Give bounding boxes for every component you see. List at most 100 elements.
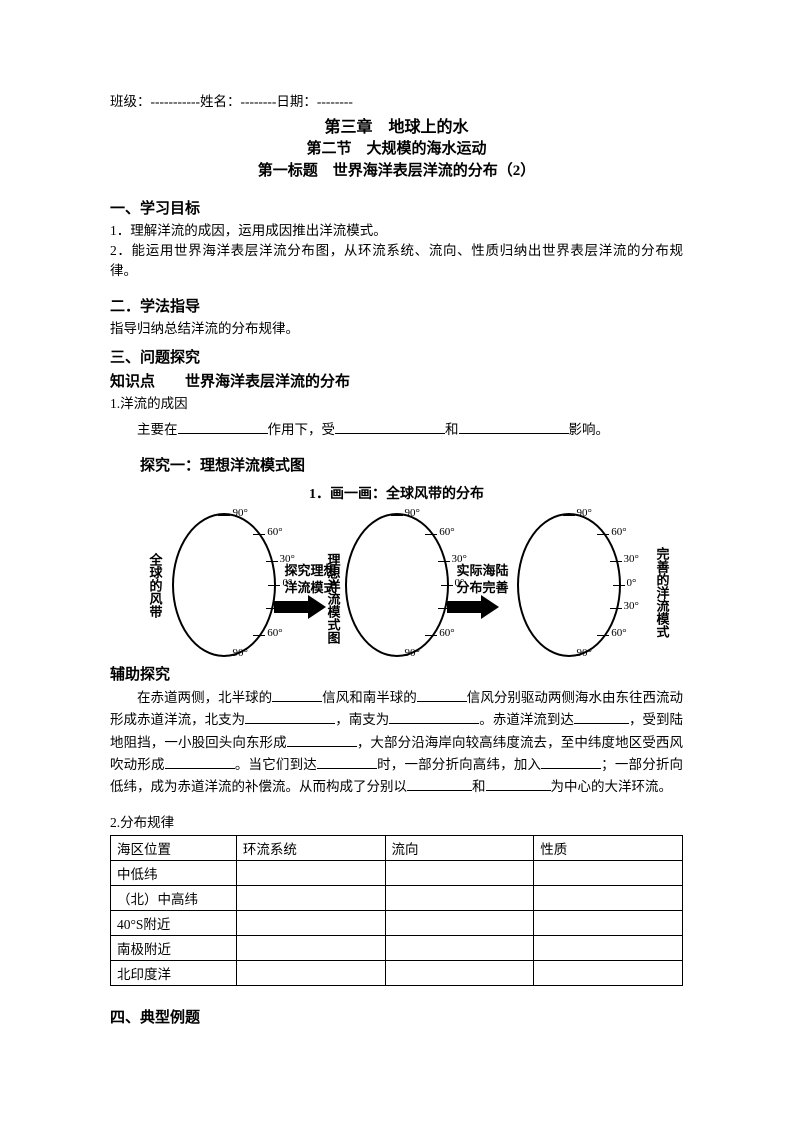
section-title: 第二节 大规模的海水运动: [110, 139, 683, 161]
table-heading: 2.分布规律: [110, 813, 683, 833]
latitude-tick: 30°: [610, 608, 622, 609]
diagram-row: 全球的风带 90°60°30°0°30°60°90° 探究理想 洋流模式 理想洋…: [110, 513, 683, 657]
globe-1: 90°60°30°0°30°60°90°: [172, 513, 276, 657]
aux-p1: 信风和南半球的: [322, 690, 417, 705]
latitude-label: 90°: [405, 647, 420, 659]
globe-3-label: 完善的洋流模式: [656, 547, 669, 638]
class-blank[interactable]: -----------: [151, 94, 200, 109]
table-row: （北）中高纬: [111, 885, 683, 910]
globe-3: 90°60°30°0°30°60°90°: [517, 513, 621, 657]
latitude-tick: 60°: [425, 635, 437, 636]
blank-a8[interactable]: [317, 768, 377, 769]
cell[interactable]: [534, 935, 683, 960]
chapter-title: 第三章 地球上的水: [110, 116, 683, 139]
fill-mid2: 和: [445, 422, 459, 437]
cell[interactable]: [385, 910, 534, 935]
latitude-tick: 0°: [441, 585, 453, 586]
cell[interactable]: [534, 960, 683, 985]
aux-p3: ，南支为: [335, 712, 389, 727]
latitude-tick: 90°: [391, 655, 403, 656]
latitude-label: 60°: [267, 627, 282, 639]
sec3-heading: 三、问题探究: [110, 346, 683, 367]
cell[interactable]: [236, 935, 385, 960]
globe-2: 90°60°30°0°30°60°90°: [345, 513, 449, 657]
latitude-label: 60°: [611, 526, 626, 538]
fill-line: 主要在作用下，受和影响。: [110, 420, 683, 440]
col-1: 环流系统: [236, 835, 385, 860]
blank-a5[interactable]: [574, 723, 629, 724]
table-row: 中低纬: [111, 860, 683, 885]
aux-p11: 为中心的大洋环流。: [551, 779, 673, 794]
fill-mid1: 作用下，受: [268, 422, 336, 437]
cell[interactable]: [385, 860, 534, 885]
blank-a1[interactable]: [272, 701, 322, 702]
latitude-label: 90°: [232, 647, 247, 659]
cell[interactable]: [236, 960, 385, 985]
col-2: 流向: [385, 835, 534, 860]
blank-3[interactable]: [459, 433, 569, 434]
blank-1[interactable]: [178, 433, 268, 434]
blank-a6[interactable]: [287, 746, 357, 747]
aux-p4: 。赤道洋流到达: [479, 712, 574, 727]
latitude-tick: 30°: [610, 561, 622, 562]
name-label: 姓名：: [200, 94, 241, 109]
blank-a9[interactable]: [541, 768, 601, 769]
cell[interactable]: [534, 910, 683, 935]
blank-a11[interactable]: [486, 790, 551, 791]
latitude-tick: 60°: [597, 635, 609, 636]
cell[interactable]: [385, 960, 534, 985]
blank-a4[interactable]: [389, 723, 479, 724]
latitude-tick: 90°: [218, 655, 230, 656]
latitude-label: 0°: [455, 577, 465, 589]
sec2-body: 指导归纳总结洋流的分布规律。: [110, 319, 683, 339]
blank-a2[interactable]: [417, 701, 467, 702]
cell[interactable]: [236, 860, 385, 885]
latitude-label: 60°: [439, 627, 454, 639]
blank-a10[interactable]: [407, 790, 472, 791]
latitude-label: 90°: [232, 507, 247, 519]
aux-p0: 在赤道两侧，北半球的: [137, 690, 272, 705]
aux-p8: 时，一部分折向高纬，加入: [377, 757, 541, 772]
latitude-tick: 60°: [425, 534, 437, 535]
table-row: 北印度洋: [111, 960, 683, 985]
date-blank[interactable]: --------: [317, 94, 353, 109]
latitude-label: 60°: [267, 526, 282, 538]
globe-1-label: 全球的风带: [148, 553, 161, 618]
cell[interactable]: [236, 910, 385, 935]
latitude-tick: 90°: [218, 515, 230, 516]
aux-p10: 和: [472, 779, 486, 794]
latitude-label: 90°: [577, 647, 592, 659]
cell: 北印度洋: [111, 960, 237, 985]
date-label: 日期：: [276, 94, 317, 109]
cell[interactable]: [385, 885, 534, 910]
blank-2[interactable]: [335, 433, 445, 434]
header-line: 班级：-----------姓名：--------日期：--------: [110, 90, 683, 110]
table-row: 南极附近: [111, 935, 683, 960]
latitude-label: 30°: [280, 553, 295, 565]
latitude-label: 60°: [439, 526, 454, 538]
latitude-tick: 90°: [563, 515, 575, 516]
sec4-heading: 四、典型例题: [110, 1006, 683, 1027]
sec2-heading: 二．学法指导: [110, 295, 683, 316]
cell[interactable]: [534, 860, 683, 885]
cell[interactable]: [385, 935, 534, 960]
page: 班级：-----------姓名：--------日期：-------- 第三章…: [0, 0, 793, 1122]
globe-2-wrap: 理想洋流模式图 90°60°30°0°30°60°90°: [345, 513, 449, 657]
sec1-item1: 1．理解洋流的成因，运用成因推出洋流模式。: [110, 221, 683, 241]
latitude-label: 0°: [627, 577, 637, 589]
latitude-label: 30°: [624, 600, 639, 612]
blank-a3[interactable]: [245, 723, 335, 724]
title-block: 第三章 地球上的水 第二节 大规模的海水运动 第一标题 世界海洋表层洋流的分布（…: [110, 116, 683, 183]
knowledge-point-title: 知识点 世界海洋表层洋流的分布: [110, 370, 683, 391]
fill-pre: 主要在: [137, 422, 178, 437]
cell[interactable]: [236, 885, 385, 910]
latitude-label: 60°: [611, 627, 626, 639]
blank-a7[interactable]: [165, 768, 235, 769]
latitude-tick: 60°: [597, 534, 609, 535]
globe-1-wrap: 全球的风带 90°60°30°0°30°60°90°: [172, 513, 276, 657]
latitude-tick: 0°: [268, 585, 280, 586]
cell[interactable]: [534, 885, 683, 910]
latitude-tick: 30°: [438, 561, 450, 562]
name-blank[interactable]: --------: [240, 94, 276, 109]
latitude-label: 30°: [624, 553, 639, 565]
